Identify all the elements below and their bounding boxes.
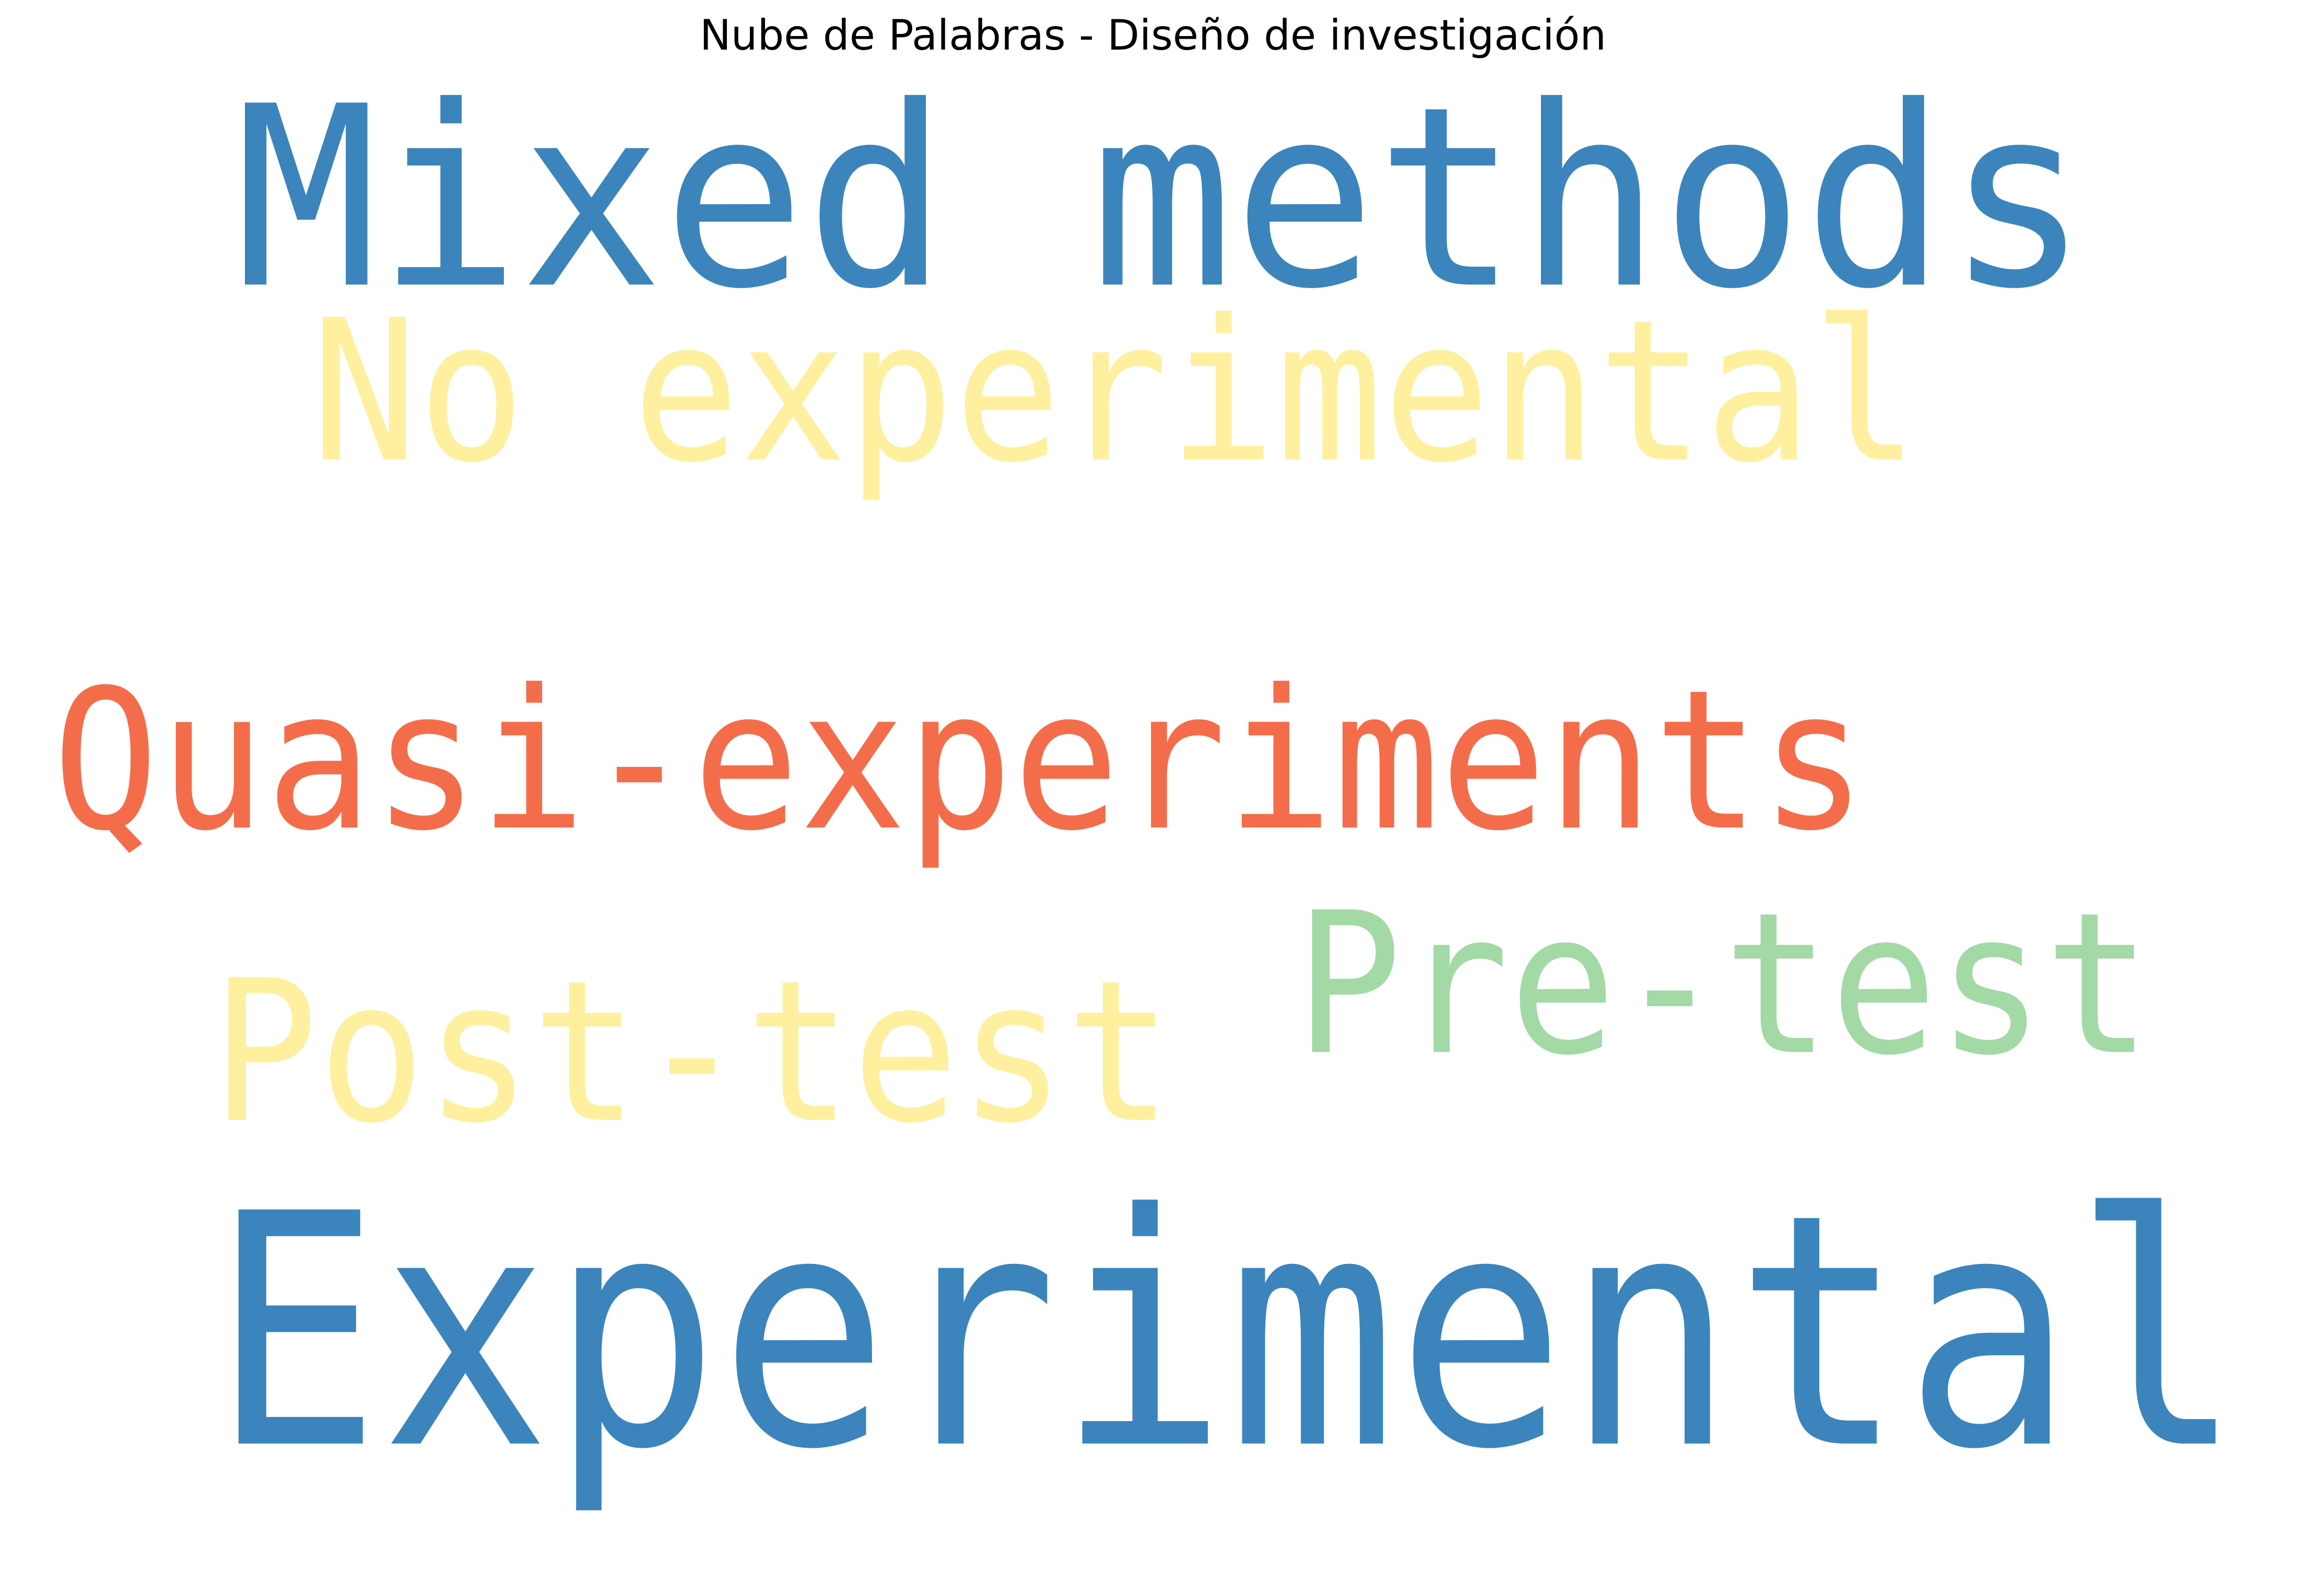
word-no-experimental: No experimental — [311, 278, 1919, 506]
word-quasi-experiments: Quasi-experiments — [52, 649, 1867, 873]
chart-title: Nube de Palabras - Diseño de investigaci… — [699, 11, 1607, 60]
word-pre-test: Pre-test — [1295, 871, 2151, 1098]
word-experimental: Experimental — [211, 1146, 2243, 1520]
word-mixed-methods: Mixed methods — [235, 53, 2089, 344]
word-post-test: Post-test — [211, 939, 1172, 1166]
